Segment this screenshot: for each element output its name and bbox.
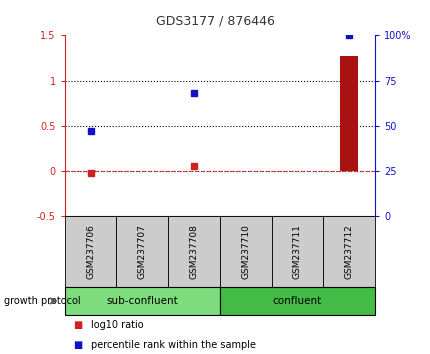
Text: GSM237712: GSM237712	[344, 224, 353, 279]
Text: GSM237707: GSM237707	[138, 224, 146, 279]
Text: sub-confluent: sub-confluent	[106, 296, 178, 306]
Text: log10 ratio: log10 ratio	[90, 320, 143, 330]
Bar	[322, 216, 374, 287]
Text: ■: ■	[73, 320, 82, 330]
Text: GSM237708: GSM237708	[189, 224, 198, 279]
Text: GSM237711: GSM237711	[292, 224, 301, 279]
Text: GDS3177 / 876446: GDS3177 / 876446	[156, 14, 274, 27]
Bar	[64, 287, 219, 315]
Bar	[271, 216, 322, 287]
Text: ■: ■	[73, 340, 82, 350]
Bar	[116, 216, 168, 287]
Bar	[168, 216, 219, 287]
Bar	[219, 216, 271, 287]
Text: growth protocol: growth protocol	[4, 296, 81, 306]
Bar	[339, 56, 357, 171]
Text: GSM237710: GSM237710	[241, 224, 249, 279]
Text: GSM237706: GSM237706	[86, 224, 95, 279]
Text: percentile rank within the sample: percentile rank within the sample	[90, 340, 255, 350]
Bar	[64, 216, 116, 287]
Bar	[219, 287, 374, 315]
Text: confluent: confluent	[272, 296, 321, 306]
